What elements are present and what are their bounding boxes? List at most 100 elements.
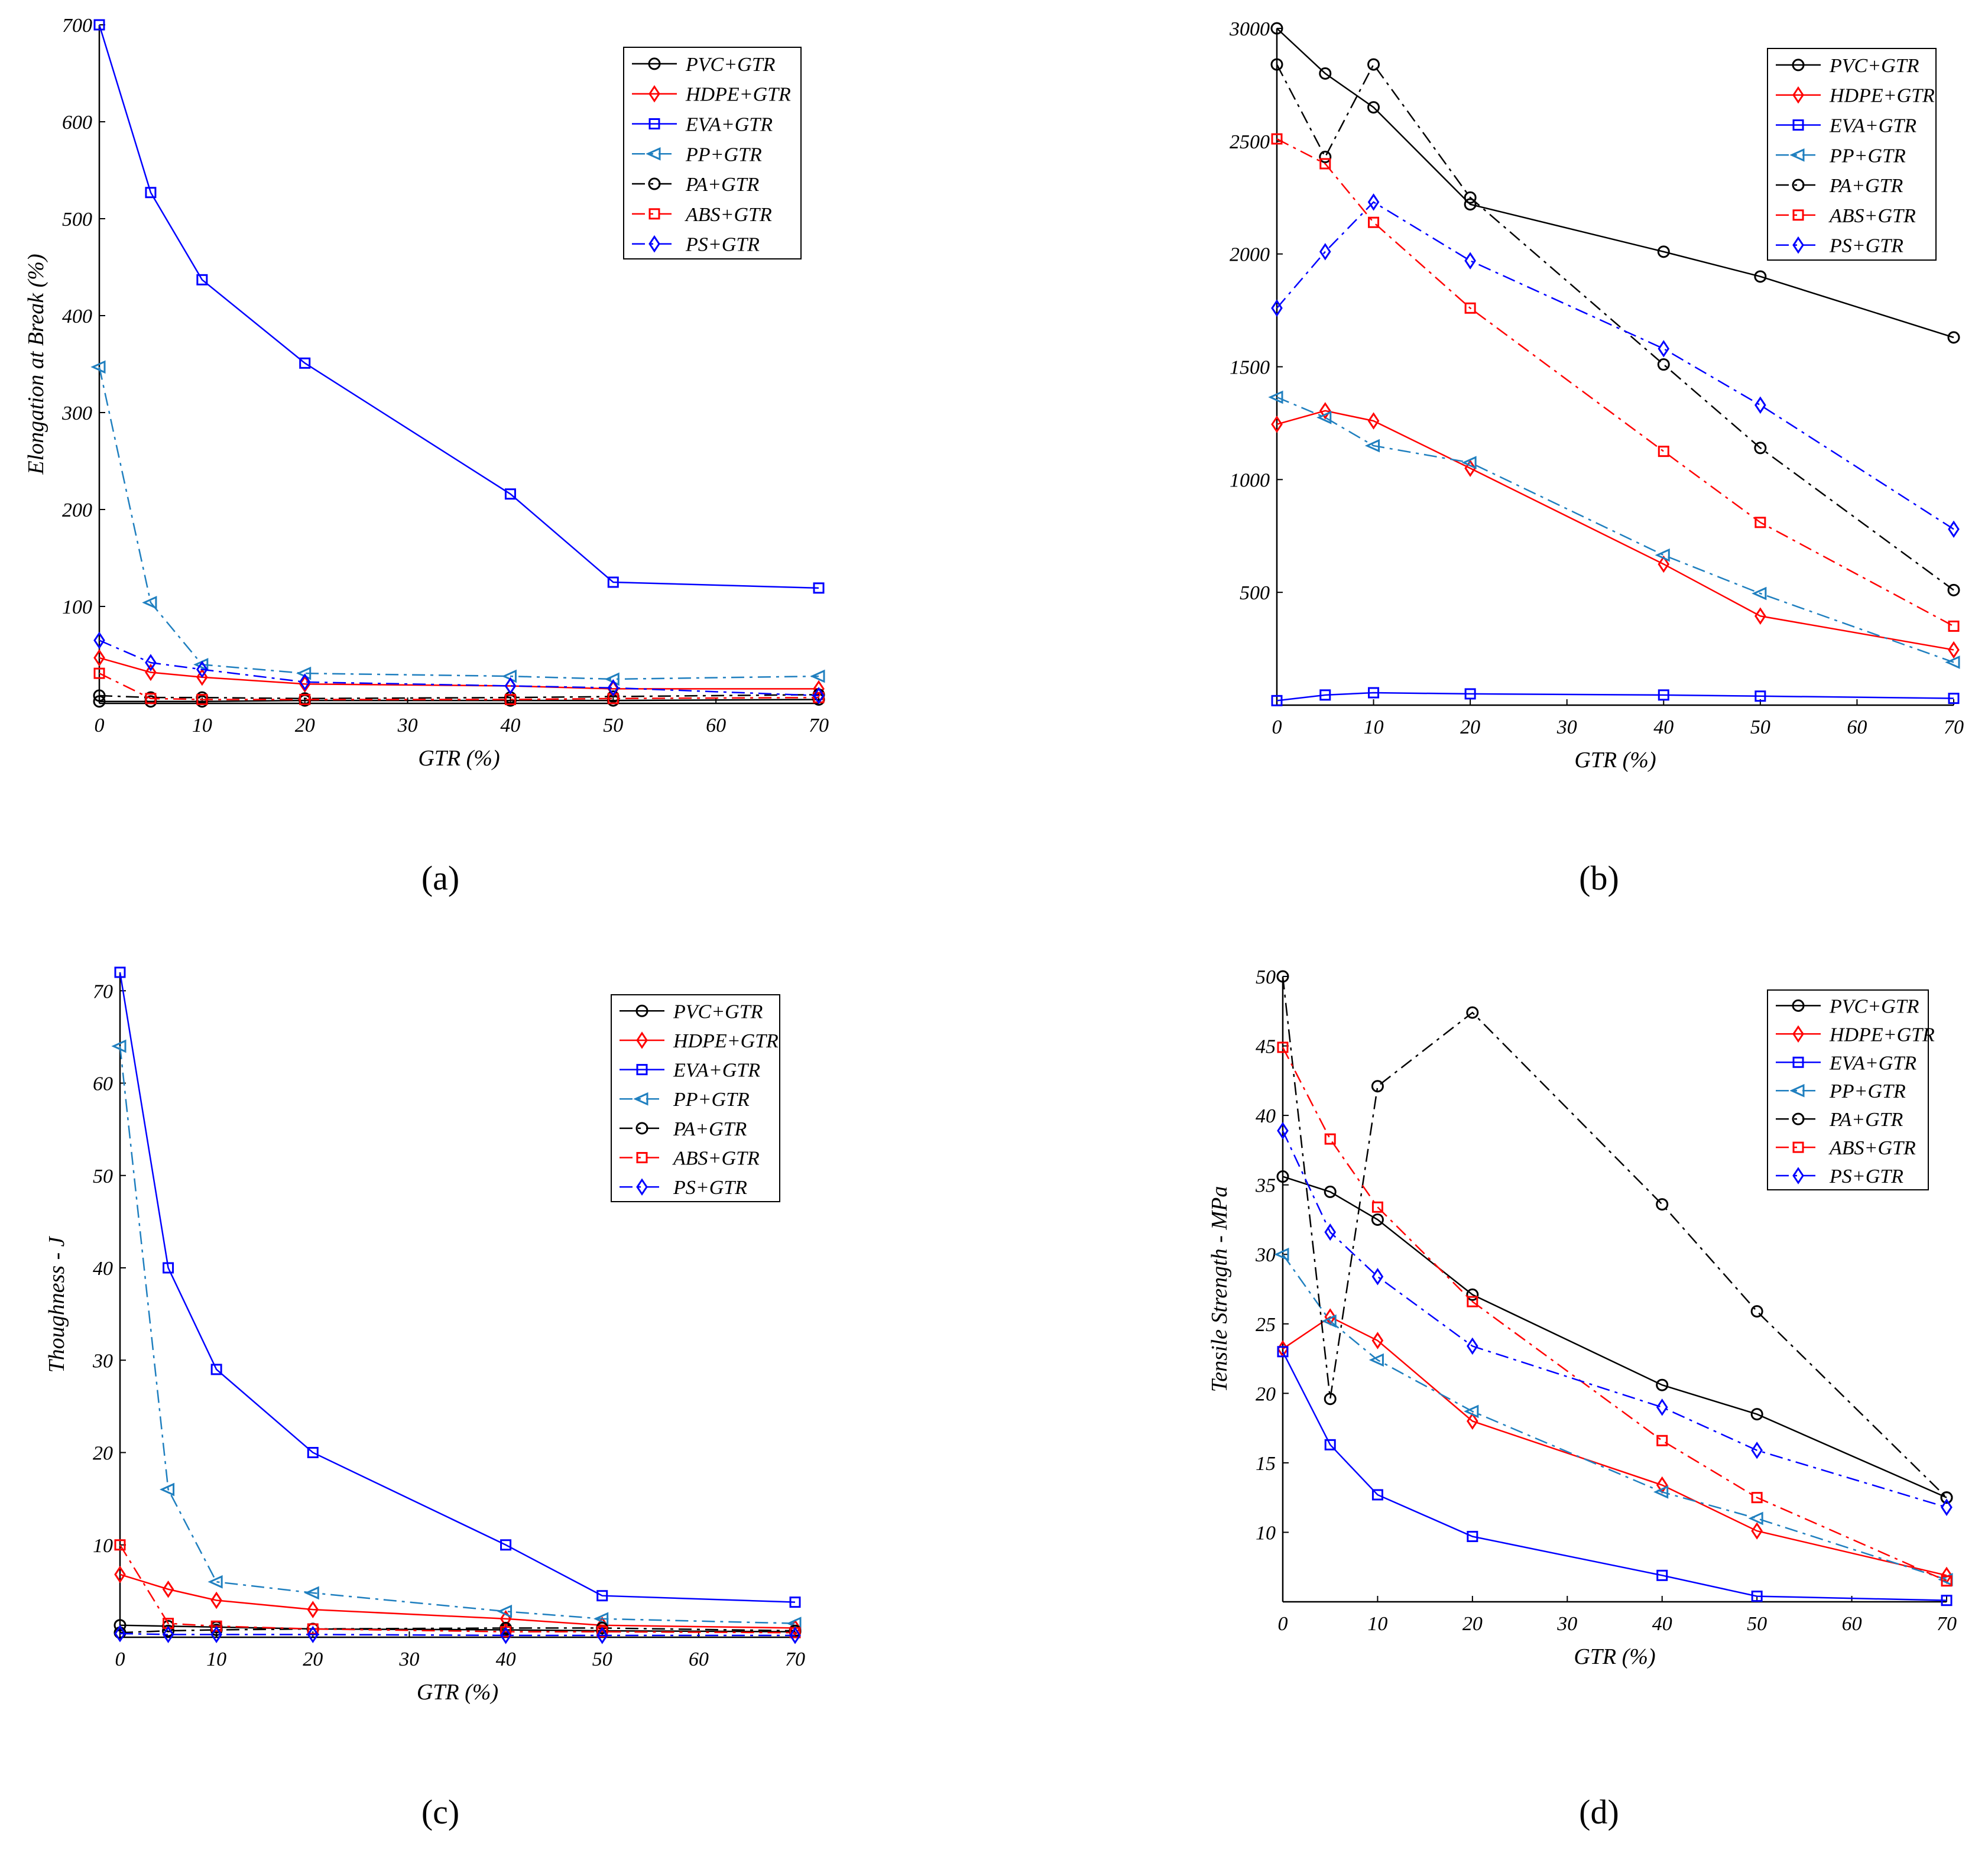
a-point-ps-gtr <box>299 673 311 691</box>
a-legend: PVC+GTR HDPE+GTR EVA+GTR PP+GTR PA+GTR ABS+GT… <box>623 47 802 259</box>
d-point-eva-gtr <box>1467 1530 1478 1542</box>
d-series-line-abs-gtr <box>1282 1047 1947 1582</box>
d-point-pa-gtr <box>1371 1080 1384 1093</box>
a-series-line-pp-gtr <box>98 366 819 680</box>
b-x-tick-label: 30 <box>1556 716 1577 738</box>
b-point-pa-gtr <box>1464 191 1477 204</box>
b-legend-marker-pa-gtr <box>1792 179 1805 192</box>
panel-a-chart: 0 10 20 30 40 50 60 70 100 200 300 400 500 600 700 GTR … <box>24 15 829 771</box>
b-point-ps-gtr <box>1464 252 1476 270</box>
d-point-pvc-gtr <box>1466 1288 1479 1301</box>
d-x-tick-label: 60 <box>1842 1613 1862 1635</box>
c-y-tick-label: 20 <box>93 1443 113 1465</box>
b-x-tick-label: 70 <box>1944 716 1964 738</box>
a-y-tick-label: 300 <box>61 403 92 424</box>
b-point-abs-gtr <box>1755 517 1766 528</box>
a-y-tick-label: 400 <box>62 306 92 327</box>
b-point-pa-gtr <box>1319 151 1332 164</box>
d-point-pa-gtr <box>1276 970 1289 983</box>
a-point-ps-gtr <box>145 654 157 671</box>
c-point-abs-gtr <box>307 1623 319 1635</box>
a-series-line-ps-gtr <box>99 640 819 697</box>
c-point-hdpe-gtr <box>307 1601 319 1618</box>
b-x-axis-label: GTR (%) <box>1574 748 1656 773</box>
c-point-pp-gtr <box>304 1586 319 1600</box>
b-legend-marker-ps-gtr <box>1792 236 1804 254</box>
c-x-tick-label: 20 <box>303 1648 323 1670</box>
b-point-eva-gtr <box>1368 687 1380 699</box>
a-point-ps-gtr <box>504 677 517 695</box>
a-point-ps-gtr <box>813 687 825 705</box>
b-point-pp-gtr <box>1655 548 1670 562</box>
a-y-tick-label: 200 <box>62 499 92 521</box>
b-x-tick-label: 60 <box>1847 716 1867 738</box>
b-legend-label-pvc-gtr: PVC+GTR <box>1829 55 1919 77</box>
d-x-tick-label: 10 <box>1367 1613 1387 1635</box>
a-legend-box <box>623 47 802 259</box>
d-series-line-pvc-gtr <box>1282 1176 1947 1498</box>
d-series-line-ps-gtr <box>1282 1130 1947 1508</box>
d-x-tick-label: 70 <box>1937 1613 1957 1635</box>
a-y-tick-label: 100 <box>62 596 92 618</box>
d-point-hdpe-gtr <box>1751 1522 1763 1540</box>
panel-c-chart: 0 10 20 30 40 50 60 70 10 20 30 40 50 60 70 GTR (%) Thou… <box>44 966 805 1705</box>
c-legend-marker-pp-gtr <box>633 1092 648 1106</box>
c-legend-marker-eva-gtr <box>636 1064 648 1076</box>
b-point-ps-gtr <box>1658 340 1670 358</box>
b-point-eva-gtr <box>1755 690 1766 702</box>
c-point-hdpe-gtr <box>210 1591 222 1609</box>
c-legend-marker-abs-gtr <box>636 1152 648 1164</box>
b-point-pa-gtr <box>1270 58 1283 71</box>
c-legend-label-hdpe-gtr: HDPE+GTR <box>673 1030 779 1052</box>
d-legend-label-pa-gtr: PA+GTR <box>1829 1109 1903 1131</box>
b-point-ps-gtr <box>1271 299 1283 317</box>
b-point-abs-gtr <box>1948 620 1960 632</box>
panel-label-d: (d) <box>1579 1793 1619 1831</box>
c-legend-label-pp-gtr: PP+GTR <box>673 1089 750 1111</box>
b-legend-marker-eva-gtr <box>1792 119 1804 131</box>
b-point-hdpe-gtr <box>1755 607 1766 625</box>
d-point-pp-gtr <box>1368 1353 1384 1367</box>
a-point-hdpe-gtr <box>93 649 105 667</box>
d-point-pp-gtr <box>1748 1511 1763 1526</box>
c-point-ps-gtr <box>307 1625 319 1644</box>
d-point-eva-gtr <box>1941 1595 1953 1607</box>
a-point-hdpe-gtr <box>145 663 157 682</box>
c-legend-marker-pvc-gtr <box>635 1004 648 1017</box>
b-series-line-ps-gtr <box>1276 201 1954 530</box>
d-y-tick-label: 25 <box>1256 1314 1276 1336</box>
d-legend-marker-pp-gtr <box>1789 1083 1805 1098</box>
b-x-tick-label: 40 <box>1653 716 1674 738</box>
a-legend-marker-hdpe-gtr <box>648 85 660 103</box>
c-series-line-ps-gtr <box>119 1633 795 1637</box>
d-point-eva-gtr <box>1656 1569 1668 1581</box>
b-point-abs-gtr <box>1658 446 1669 457</box>
c-point-eva-gtr <box>500 1539 512 1551</box>
panel-b-chart: 0 10 20 30 40 50 60 70 500 1000 1500 2000 2500 3000 GT… <box>1229 18 1964 773</box>
b-point-eva-gtr <box>1319 689 1331 701</box>
a-legend-marker-eva-gtr <box>648 118 660 129</box>
b-point-hdpe-gtr <box>1464 459 1476 477</box>
b-y-tick-label: 3000 <box>1229 18 1270 40</box>
b-point-eva-gtr <box>1464 688 1476 700</box>
d-y-tick-label: 50 <box>1256 966 1276 988</box>
d-point-ps-gtr <box>1277 1122 1289 1140</box>
b-y-tick-label: 2000 <box>1230 244 1270 266</box>
b-point-pvc-gtr <box>1754 270 1767 283</box>
d-point-ps-gtr <box>1467 1337 1478 1355</box>
b-point-hdpe-gtr <box>1948 641 1960 659</box>
d-point-ps-gtr <box>1751 1442 1763 1459</box>
b-point-pp-gtr <box>1461 456 1477 470</box>
a-legend-marker-pa-gtr <box>648 177 661 190</box>
c-legend-label-pvc-gtr: PVC+GTR <box>673 1001 763 1023</box>
d-point-pvc-gtr <box>1371 1213 1384 1226</box>
b-legend-label-eva-gtr: EVA+GTR <box>1829 115 1916 137</box>
c-y-tick-label: 50 <box>93 1166 113 1187</box>
b-point-ps-gtr <box>1319 243 1331 261</box>
b-legend-label-pa-gtr: PA+GTR <box>1829 175 1903 197</box>
b-point-ps-gtr <box>1755 396 1766 414</box>
c-series-line-hdpe-gtr <box>119 1573 796 1629</box>
a-y-tick-label: 700 <box>62 15 92 37</box>
b-series-line-pp-gtr <box>1276 396 1954 663</box>
c-point-eva-gtr <box>114 966 126 978</box>
